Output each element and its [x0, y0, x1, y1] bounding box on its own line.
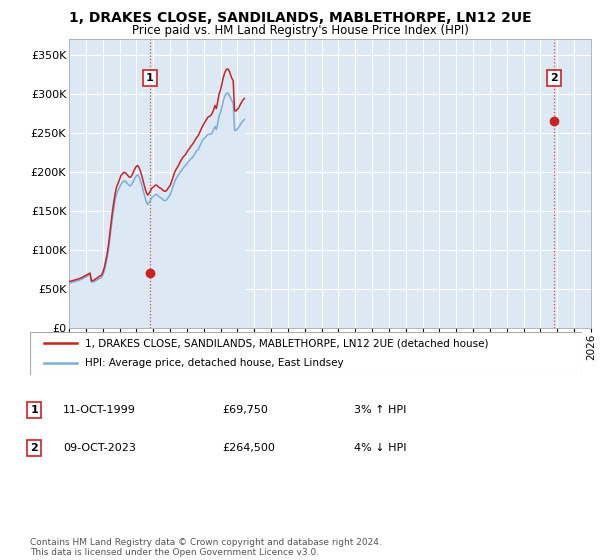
Text: 09-OCT-2023: 09-OCT-2023: [63, 443, 136, 453]
Text: £69,750: £69,750: [222, 405, 268, 415]
Text: 1, DRAKES CLOSE, SANDILANDS, MABLETHORPE, LN12 2UE (detached house): 1, DRAKES CLOSE, SANDILANDS, MABLETHORPE…: [85, 338, 488, 348]
Text: 1: 1: [146, 73, 154, 83]
Text: 4% ↓ HPI: 4% ↓ HPI: [354, 443, 407, 453]
Text: 2: 2: [31, 443, 38, 453]
Text: Price paid vs. HM Land Registry's House Price Index (HPI): Price paid vs. HM Land Registry's House …: [131, 24, 469, 36]
Text: £264,500: £264,500: [222, 443, 275, 453]
Text: 1: 1: [31, 405, 38, 415]
Text: 1, DRAKES CLOSE, SANDILANDS, MABLETHORPE, LN12 2UE: 1, DRAKES CLOSE, SANDILANDS, MABLETHORPE…: [68, 11, 532, 25]
Text: 3% ↑ HPI: 3% ↑ HPI: [354, 405, 406, 415]
Text: Contains HM Land Registry data © Crown copyright and database right 2024.
This d: Contains HM Land Registry data © Crown c…: [30, 538, 382, 557]
FancyBboxPatch shape: [30, 332, 582, 375]
Text: HPI: Average price, detached house, East Lindsey: HPI: Average price, detached house, East…: [85, 358, 344, 368]
Text: 2: 2: [550, 73, 557, 83]
Text: 11-OCT-1999: 11-OCT-1999: [63, 405, 136, 415]
